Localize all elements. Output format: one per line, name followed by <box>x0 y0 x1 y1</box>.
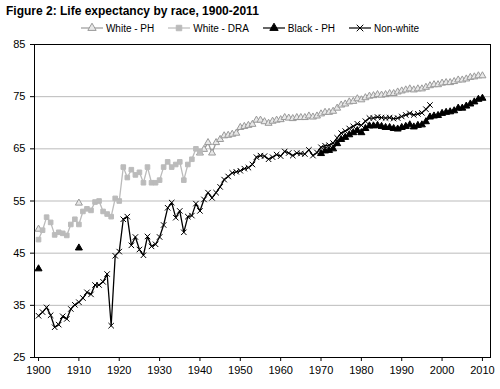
svg-text:2010: 2010 <box>470 364 494 376</box>
svg-text:65: 65 <box>13 142 25 154</box>
svg-text:1960: 1960 <box>268 364 292 376</box>
svg-text:1900: 1900 <box>26 364 50 376</box>
svg-text:1980: 1980 <box>349 364 373 376</box>
html-text:Non-white: Non-white <box>374 22 420 34</box>
svg-text:1970: 1970 <box>309 364 333 376</box>
svg-text:1930: 1930 <box>147 364 171 376</box>
svg-text:75: 75 <box>13 90 25 102</box>
svg-text:1920: 1920 <box>107 364 131 376</box>
svg-text:2000: 2000 <box>430 364 454 376</box>
svg-text:45: 45 <box>13 247 25 259</box>
svg-text:85: 85 <box>13 38 25 50</box>
html-text:Black - PH: Black - PH <box>287 22 335 34</box>
svg-text:1950: 1950 <box>228 364 252 376</box>
svg-text:1940: 1940 <box>188 364 212 376</box>
svg-text:1910: 1910 <box>67 364 91 376</box>
svg-text:1990: 1990 <box>389 364 413 376</box>
html-text:Figure 2: Life expectancy by r: Figure 2: Life expectancy by race, 1900-… <box>6 4 259 18</box>
html-text:White - PH: White - PH <box>105 22 155 34</box>
html-text:White - DRA: White - DRA <box>193 22 249 34</box>
svg-text:35: 35 <box>13 299 25 311</box>
svg-text:25: 25 <box>13 351 25 363</box>
svg-text:55: 55 <box>13 195 25 207</box>
